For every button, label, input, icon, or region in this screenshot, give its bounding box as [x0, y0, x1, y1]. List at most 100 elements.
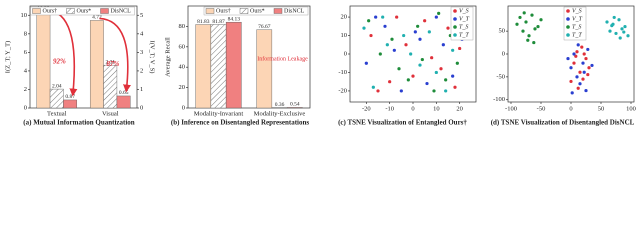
point — [364, 61, 368, 65]
data-label: 0.36 — [275, 102, 285, 108]
y2-tick-label: 1 — [140, 86, 143, 93]
point — [618, 36, 622, 40]
point — [518, 15, 522, 20]
point — [439, 67, 443, 71]
y2-tick-label: 2 — [140, 67, 143, 74]
point — [584, 88, 588, 93]
reduction-arrow — [45, 8, 78, 97]
legend-swatch — [239, 8, 249, 14]
point — [575, 75, 579, 79]
y-tick-label: 10 — [341, 32, 348, 39]
point — [623, 24, 627, 29]
point — [402, 33, 406, 38]
bar — [116, 95, 131, 109]
legend-label: T_T — [572, 32, 582, 38]
y2-axis-label: I(V_T; V_S) — [149, 41, 156, 74]
point — [404, 43, 408, 47]
legend-label: Ours* — [250, 8, 265, 14]
legend-marker — [566, 9, 570, 13]
legend-marker — [566, 25, 570, 29]
y-axis-label: I(Z_T; Y_T) — [4, 41, 11, 73]
point — [608, 29, 612, 33]
legend-label: T_T — [459, 32, 469, 38]
plot-frame — [187, 5, 311, 109]
point — [578, 82, 582, 86]
point — [434, 15, 438, 19]
data-label: 2.04 — [52, 83, 62, 89]
point — [416, 24, 420, 28]
y2-tick-label: 0 — [140, 104, 143, 111]
y-tick-label: 40 — [179, 64, 186, 71]
point — [574, 54, 578, 58]
point — [581, 77, 585, 81]
point — [453, 85, 457, 89]
point — [423, 19, 427, 23]
point — [572, 52, 576, 56]
point — [581, 61, 585, 65]
y-tick-label: 50 — [499, 28, 506, 35]
point — [430, 56, 434, 60]
point — [455, 61, 459, 65]
x-tick-label: Visual — [102, 110, 119, 117]
legend-box — [450, 6, 474, 41]
point — [605, 20, 609, 24]
point — [374, 15, 378, 19]
data-label: 4.72 — [92, 15, 102, 21]
point — [437, 11, 441, 15]
y2-tick-label: 4 — [140, 30, 144, 37]
bar — [49, 88, 64, 109]
point — [451, 48, 455, 52]
point — [362, 26, 366, 30]
y-tick-label: 6 — [24, 49, 28, 56]
point — [418, 63, 422, 67]
point — [451, 74, 455, 78]
point — [610, 24, 614, 28]
point — [515, 22, 519, 26]
data-label: 0.87 — [65, 94, 75, 100]
point — [444, 89, 448, 93]
point — [397, 67, 401, 71]
bar — [225, 21, 242, 109]
y-tick-label: 4 — [24, 67, 28, 74]
x-tick-label: 20 — [456, 105, 463, 112]
point — [395, 15, 399, 19]
data-label: 81.83 — [197, 19, 210, 25]
x-tick-label: Modality-Exclusive — [254, 110, 306, 117]
legend-box — [563, 6, 587, 41]
point — [582, 70, 586, 74]
x-tick-label: 100 — [626, 105, 636, 112]
point — [586, 72, 590, 77]
data-label: 84.13 — [228, 16, 241, 22]
x-tick-label: 0 — [569, 105, 572, 112]
y-tick-label: -50 — [496, 73, 505, 80]
x-tick-label: 50 — [598, 105, 605, 112]
point — [626, 34, 630, 38]
point — [526, 38, 530, 42]
point — [399, 89, 403, 93]
point — [539, 18, 543, 22]
legend-label: V_S — [572, 8, 582, 14]
legend-label: Ours* — [77, 8, 92, 14]
point — [587, 66, 591, 70]
bar — [89, 20, 104, 109]
legend-label: DisNCL — [284, 8, 305, 14]
x-tick-label: -10 — [385, 105, 394, 112]
point — [569, 66, 573, 70]
data-label: 81.87 — [212, 19, 225, 25]
legend-marker — [453, 33, 457, 37]
point — [572, 61, 576, 65]
x-tick-label: Textual — [47, 110, 67, 117]
point — [376, 89, 380, 93]
point — [566, 56, 570, 61]
point — [614, 31, 618, 36]
legend-marker — [453, 17, 457, 21]
point — [385, 43, 389, 47]
point — [576, 43, 580, 47]
y-tick-label: 20 — [341, 14, 348, 21]
legend-marker — [566, 33, 570, 37]
y2-tick-label: 3 — [140, 49, 143, 56]
legend-swatch — [32, 8, 41, 14]
point — [612, 15, 616, 20]
point — [388, 80, 392, 84]
point — [432, 89, 436, 93]
